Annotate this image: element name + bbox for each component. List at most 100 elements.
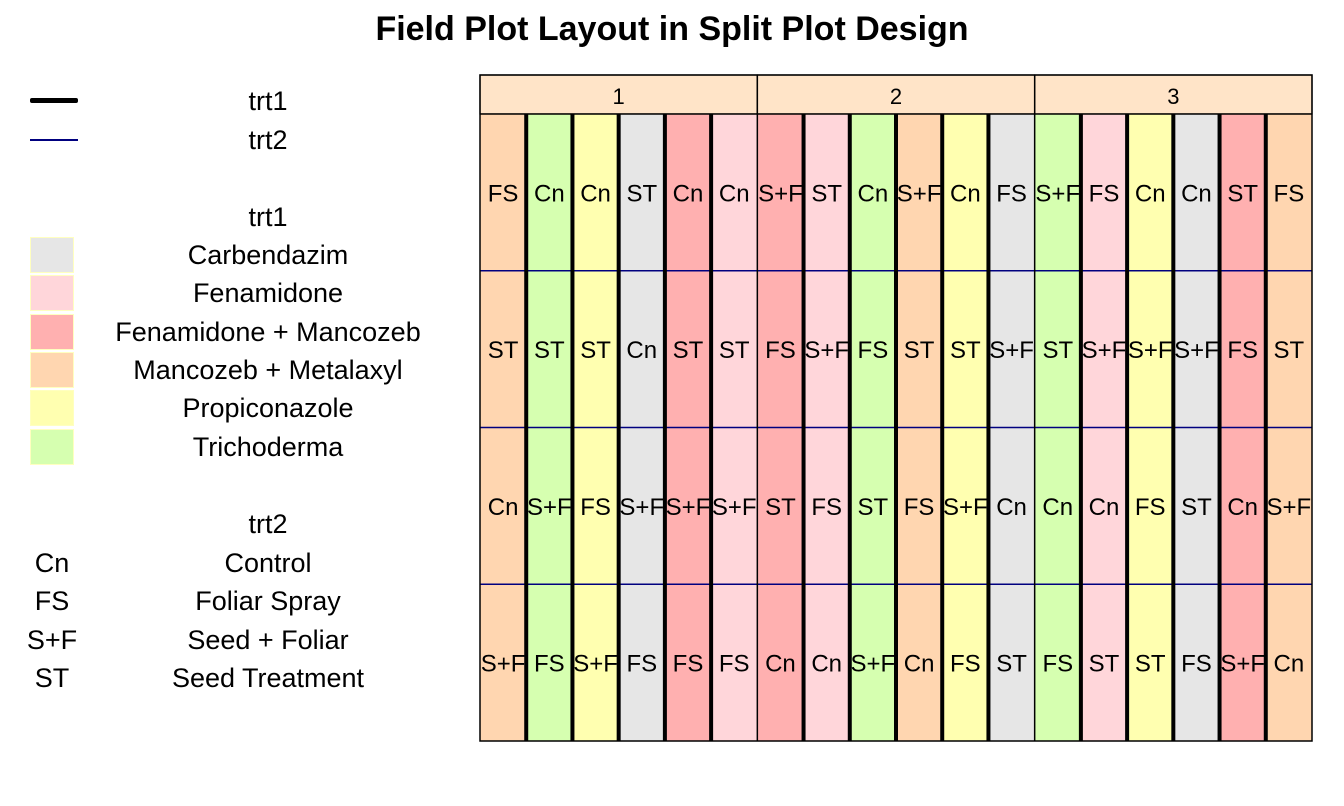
subplot-label: Cn bbox=[626, 337, 657, 364]
subplot-label: FS bbox=[580, 494, 611, 521]
legend-label-trt1: Mancozeb + Metalaxyl bbox=[133, 354, 403, 385]
subplot-label: Cn bbox=[534, 180, 565, 207]
legend-label-trt2: Control bbox=[224, 548, 312, 578]
subplot-label: S+F bbox=[573, 651, 618, 678]
legend-code-trt2: ST bbox=[34, 662, 70, 693]
subplot-label: ST bbox=[1274, 337, 1305, 364]
subplot-label: S+F bbox=[989, 337, 1034, 364]
legend-label-trt1: Carbendazim bbox=[187, 240, 349, 270]
subplot-label: ST bbox=[1042, 337, 1073, 364]
legend-label-trt2: Seed + Foliar bbox=[187, 624, 349, 655]
subplot-label: ST bbox=[811, 180, 842, 207]
legend-label-trt2: Foliar Spray bbox=[195, 586, 341, 617]
legend-trt2-title: trt2 bbox=[248, 509, 288, 539]
subplot-label: FS bbox=[811, 494, 842, 521]
block-strip bbox=[756, 74, 1036, 115]
legend-code-trt2: FS bbox=[34, 586, 70, 617]
subplot-label: FS bbox=[1274, 180, 1305, 207]
subplot-label: Cn bbox=[488, 494, 519, 521]
subplot-label: ST bbox=[673, 337, 704, 364]
subplot-label: Cn bbox=[1089, 494, 1120, 521]
subplot-label: Cn bbox=[950, 180, 981, 207]
subplot-label: S+F bbox=[666, 494, 711, 521]
trt2-line-key bbox=[30, 139, 78, 141]
legend-line-label-trt1: trt1 bbox=[248, 86, 288, 116]
legend-label-trt1: Fenamidone + Mancozeb bbox=[115, 316, 421, 347]
subplot-label: FS bbox=[488, 180, 519, 207]
subplot-label: FS bbox=[534, 651, 565, 678]
legend-swatch-trt1 bbox=[30, 428, 74, 465]
subplot-label: Cn bbox=[1135, 180, 1166, 207]
trt1-line-key bbox=[30, 98, 78, 103]
subplot-label: ST bbox=[580, 337, 611, 364]
block-label: 3 bbox=[1167, 84, 1179, 109]
legend-swatch-trt1 bbox=[30, 351, 74, 388]
subplot-label: S+F bbox=[1128, 337, 1173, 364]
legend-label-trt1: Trichoderma bbox=[192, 431, 344, 462]
subplot-label: S+F bbox=[851, 651, 896, 678]
legend-label-trt2: Seed Treatment bbox=[171, 662, 365, 693]
subplot-label: S+F bbox=[527, 494, 572, 521]
subplot-label: Cn bbox=[765, 651, 796, 678]
subplot-label: S+F bbox=[804, 337, 849, 364]
subplot-label: FS bbox=[626, 651, 657, 678]
legend-label-trt1: Propiconazole bbox=[182, 393, 354, 424]
subplot-label: FS bbox=[765, 337, 796, 364]
subplot-label: ST bbox=[858, 494, 889, 521]
legend-line-label-trt2: trt2 bbox=[248, 125, 288, 155]
subplot-label: FS bbox=[1135, 494, 1166, 521]
subplot-label: ST bbox=[626, 180, 657, 207]
subplot-label: Cn bbox=[1181, 180, 1212, 207]
subplot-label: FS bbox=[719, 651, 750, 678]
subplot-label: FS bbox=[1227, 337, 1258, 364]
subplot-label: ST bbox=[719, 337, 750, 364]
subplot-label: Cn bbox=[811, 651, 842, 678]
subplot-label: S+F bbox=[943, 494, 988, 521]
subplot-label: Cn bbox=[1042, 494, 1073, 521]
subplot-label: S+F bbox=[619, 494, 664, 521]
subplot-label: FS bbox=[904, 494, 935, 521]
subplot-label: FS bbox=[1181, 651, 1212, 678]
subplot-label: Cn bbox=[673, 180, 704, 207]
legend-label-trt1: Fenamidone bbox=[192, 278, 344, 309]
subplot-label: FS bbox=[950, 651, 981, 678]
subplot-label: FS bbox=[858, 337, 889, 364]
subplot-label: ST bbox=[765, 494, 796, 521]
subplot-label: S+F bbox=[1082, 337, 1127, 364]
subplot-label: ST bbox=[904, 337, 935, 364]
subplot-label: S+F bbox=[1174, 337, 1219, 364]
subplot-label: ST bbox=[534, 337, 565, 364]
subplot-label: ST bbox=[950, 337, 981, 364]
subplot-label: Cn bbox=[904, 651, 935, 678]
subplot-label: ST bbox=[996, 651, 1027, 678]
subplot-label: Cn bbox=[719, 180, 750, 207]
subplot-label: Cn bbox=[1274, 651, 1305, 678]
subplot-label: Cn bbox=[858, 180, 889, 207]
subplot-label: S+F bbox=[1267, 494, 1312, 521]
subplot-label: FS bbox=[1089, 180, 1120, 207]
legend-swatch-trt1 bbox=[30, 237, 74, 273]
legend-code-trt2: S+F bbox=[26, 624, 78, 655]
subplot-label: FS bbox=[673, 651, 704, 678]
subplot-label: ST bbox=[1227, 180, 1258, 207]
subplot-label: Cn bbox=[1227, 494, 1258, 521]
plot-border bbox=[479, 74, 1313, 742]
legend-swatch-trt1 bbox=[30, 313, 74, 350]
block-label: 1 bbox=[613, 84, 625, 109]
subplot-label: ST bbox=[1089, 651, 1120, 678]
subplot-label: FS bbox=[1042, 651, 1073, 678]
legend-swatch-trt1 bbox=[30, 390, 74, 427]
subplot-label: S+F bbox=[712, 494, 757, 521]
subplot-label: Cn bbox=[580, 180, 611, 207]
subplot-label: ST bbox=[1135, 651, 1166, 678]
subplot-label: S+F bbox=[897, 180, 942, 207]
legend-swatch-trt1 bbox=[30, 275, 74, 312]
subplot-label: FS bbox=[996, 180, 1027, 207]
block-label: 2 bbox=[890, 84, 902, 109]
subplot-label: S+F bbox=[1220, 651, 1265, 678]
subplot-label: Cn bbox=[996, 494, 1027, 521]
subplot-label: ST bbox=[1181, 494, 1212, 521]
legend-code-trt2: Cn bbox=[34, 548, 70, 578]
subplot-label: S+F bbox=[481, 651, 526, 678]
